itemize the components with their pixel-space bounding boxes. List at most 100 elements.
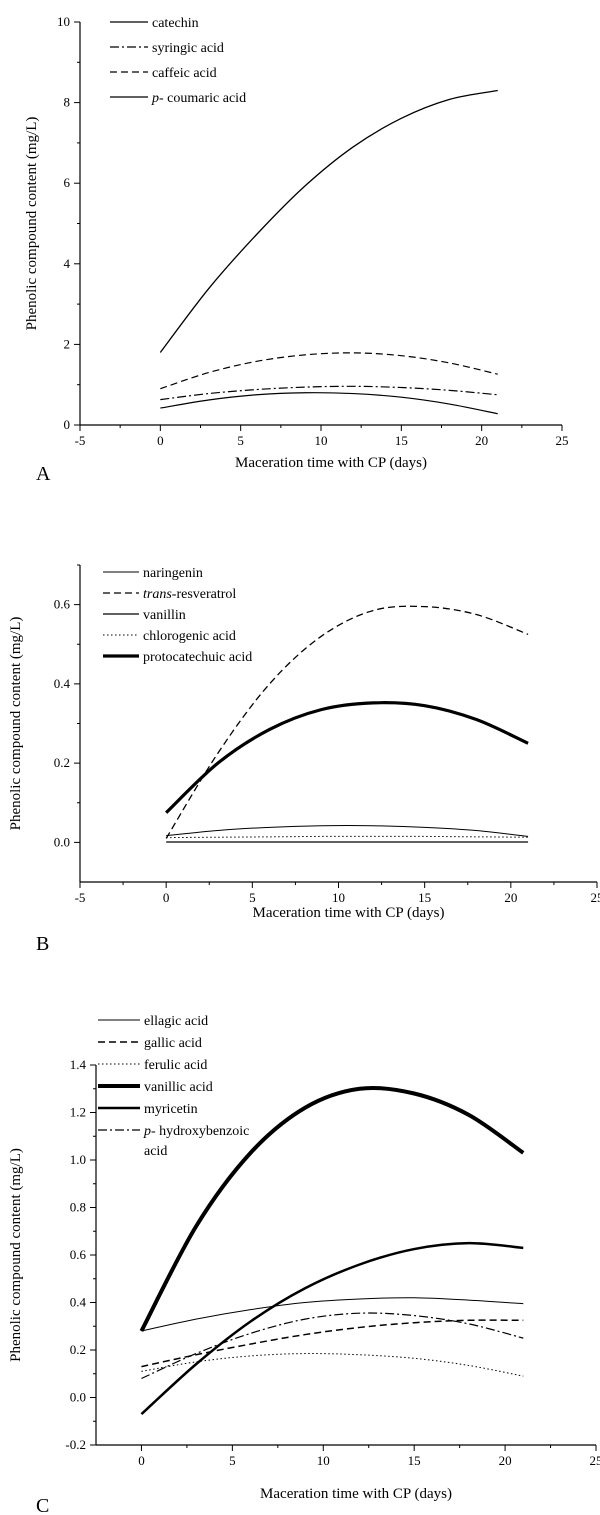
legend-label: p- hydroxybenzoic xyxy=(143,1124,249,1139)
series-line-ellagic-acid xyxy=(141,1297,524,1332)
legend-label-name: caffeic acid xyxy=(152,66,217,81)
x-axis-title: Maceration time with CP (days) xyxy=(235,455,427,471)
x-tick-label: 15 xyxy=(395,433,408,448)
series-line-coumaric-acid xyxy=(160,392,498,415)
x-tick-label: 0 xyxy=(157,433,164,448)
legend-label-name: ferulic acid xyxy=(144,1058,207,1073)
legend-label: chlorogenic acid xyxy=(143,629,236,644)
y-tick-label: 6 xyxy=(64,175,71,190)
series-line-myricetin xyxy=(140,1241,524,1416)
y-tick-label: 0.6 xyxy=(70,1247,87,1262)
legend-label-name: vanillic acid xyxy=(144,1080,213,1095)
y-tick-label: 1.2 xyxy=(70,1105,86,1120)
y-tick-label: 0.6 xyxy=(54,597,71,612)
legend-label: p- coumaric acid xyxy=(151,91,246,106)
series-line-syringic-acid xyxy=(160,385,498,401)
y-tick-label: 0.2 xyxy=(54,755,70,770)
y-tick-label: 1.0 xyxy=(70,1152,86,1167)
y-tick-label: 0.4 xyxy=(54,676,71,691)
y-tick-label: 4 xyxy=(64,256,71,271)
legend: naringenin trans-resveratrol vanillin chlor… xyxy=(103,566,252,665)
legend-label-name: vanillin xyxy=(143,608,186,623)
x-axis-title: Maceration time with CP (days) xyxy=(253,905,445,921)
y-axis-title: Phenolic compound content (mg/L) xyxy=(8,617,24,831)
y-tick-label: 0.0 xyxy=(54,834,70,849)
x-tick-label: 10 xyxy=(332,890,345,905)
series-line-ferulic-acid xyxy=(141,1353,524,1377)
legend-label-name: -resveratrol xyxy=(172,587,237,602)
legend-label: syringic acid xyxy=(152,41,224,56)
y-tick-label: 0.4 xyxy=(70,1295,87,1310)
y-tick-label: 2 xyxy=(64,336,71,351)
panel-letter: C xyxy=(36,1495,49,1515)
series-line-gallic-acid xyxy=(141,1319,524,1368)
legend-label: myricetin xyxy=(144,1102,198,1117)
x-axis-title: Maceration time with CP (days) xyxy=(260,1486,452,1502)
legend-label-name: chlorogenic acid xyxy=(143,629,236,644)
series-line-catechin xyxy=(159,89,498,353)
panel-letter: A xyxy=(36,463,51,485)
legend-label-name: protocatechuic acid xyxy=(143,650,252,665)
legend-label: trans-resveratrol xyxy=(143,587,236,602)
series-line-protocatechuic-acid xyxy=(165,701,529,814)
x-tick-label: 20 xyxy=(504,890,517,905)
legend-label-line2: acid xyxy=(144,1144,167,1159)
y-tick-label: 0.2 xyxy=(70,1342,86,1357)
legend-label-name: catechin xyxy=(152,16,199,31)
series-line-naringenin xyxy=(166,825,529,837)
legend-label: vanillic acid xyxy=(144,1080,213,1095)
panel-letter: B xyxy=(36,933,49,955)
x-tick-label: 25 xyxy=(590,1453,600,1468)
x-tick-label: 10 xyxy=(317,1453,330,1468)
series-line-caffeic-acid xyxy=(160,352,498,390)
chart-panel-b: -5 0 5 10 15 20 25 0.0 0.2 0.4 0.6 Maceration time … xyxy=(8,564,600,955)
x-tick-label: 25 xyxy=(556,433,569,448)
legend-label-name: syringic acid xyxy=(152,41,224,56)
legend: catechin syringic acid caffeic acid p- coum… xyxy=(110,16,246,106)
series-line-hydroxybenzoic xyxy=(141,1312,524,1380)
legend: ellagic acid gallic acid ferulic acid vanil… xyxy=(98,1014,249,1159)
legend-label: ferulic acid xyxy=(144,1058,207,1073)
series-line-vanillic-acid xyxy=(139,1085,525,1332)
y-axis-title: Phenolic compound content (mg/L) xyxy=(8,1148,24,1362)
x-tick-label: 5 xyxy=(249,890,256,905)
y-tick-label: 10 xyxy=(57,14,70,29)
legend-label: catechin xyxy=(152,16,199,31)
legend-label: gallic acid xyxy=(144,1036,202,1051)
chart-panel-a: -5 0 5 10 15 20 25 0 2 4 6 8 10 Maceration time with … xyxy=(24,14,569,485)
x-tick-label: -5 xyxy=(75,433,86,448)
x-tick-label: 15 xyxy=(408,1453,421,1468)
y-tick-label: 0.0 xyxy=(70,1390,86,1405)
x-tick-label: 5 xyxy=(229,1453,236,1468)
legend-label: vanillin xyxy=(143,608,186,623)
legend-label: protocatechuic acid xyxy=(143,650,252,665)
legend-label-name: gallic acid xyxy=(144,1036,202,1051)
series-line-chlorogenic-acid xyxy=(166,835,529,839)
legend-label-name: hydroxybenzoic xyxy=(159,1124,249,1139)
x-tick-label: 0 xyxy=(163,890,170,905)
legend-label-prefix: p- xyxy=(143,1124,156,1139)
y-tick-label: -0.2 xyxy=(65,1437,86,1452)
x-tick-label: 10 xyxy=(315,433,328,448)
x-tick-label: 20 xyxy=(499,1453,512,1468)
legend-label-name: ellagic acid xyxy=(144,1014,208,1029)
y-tick-label: 0 xyxy=(64,417,71,432)
legend-label-name: coumaric acid xyxy=(167,91,246,106)
chart-panel-c: 0 5 10 15 20 25 -0.2 0.0 0.2 0.4 0.6 0.8 1.0 1.2 1.4 Ma… xyxy=(8,1014,600,1515)
x-tick-label: 25 xyxy=(591,890,600,905)
x-tick-label: 15 xyxy=(418,890,431,905)
y-axis-title: Phenolic compound content (mg/L) xyxy=(24,117,40,331)
legend-label-name: myricetin xyxy=(144,1102,198,1117)
x-tick-label: 0 xyxy=(138,1453,145,1468)
y-tick-label: 0.8 xyxy=(70,1200,86,1215)
legend-label: naringenin xyxy=(143,566,203,581)
y-tick-label: 8 xyxy=(64,95,71,110)
x-tick-label: 5 xyxy=(237,433,244,448)
series-line-resveratrol xyxy=(165,605,529,839)
legend-label: caffeic acid xyxy=(152,66,217,81)
x-tick-label: 20 xyxy=(475,433,488,448)
y-tick-label: 1.4 xyxy=(70,1057,87,1072)
legend-label: ellagic acid xyxy=(144,1014,208,1029)
x-tick-label: -5 xyxy=(75,890,86,905)
